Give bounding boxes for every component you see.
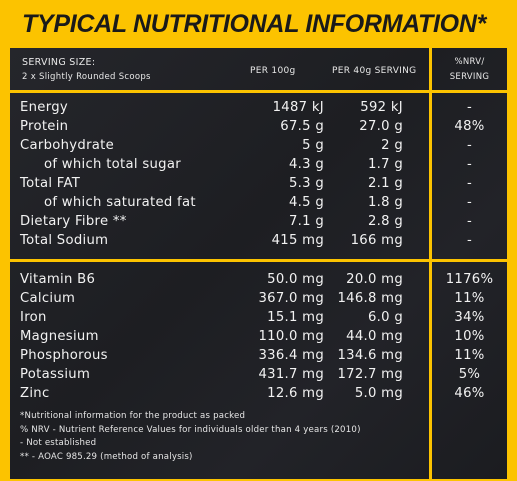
nutrient-name: Vitamin B6 [20,272,96,287]
nrv-value: - [466,214,473,229]
nrv-value: 46% [454,386,485,401]
per-100g-header: PER 100g [250,66,296,76]
nrv-value: 11% [454,348,485,363]
per-serving-value: 6.0 g [367,310,403,325]
per-100g-value: 50.0 mg [267,272,324,287]
nutrition-table: SERVING SIZE: 2 x Slightly Rounded Scoop… [10,48,507,479]
footnote-line: % NRV - Nutrient Reference Values for in… [20,424,361,435]
table-row: Phosphorous 336.4 mg 134.6 mg 11% [10,346,507,365]
per-serving-value: 146.8 mg [337,291,403,306]
nutrient-name: Zinc [20,386,50,401]
per-100g-value: 15.1 mg [267,310,324,325]
nrv-value: - [466,195,473,210]
per-100g-value: 367.0 mg [258,291,324,306]
table-row: Vitamin B6 50.0 mg 20.0 mg 1176% [10,270,507,289]
table-row: of which saturated fat 4.5 g 1.8 g - [10,193,507,212]
table-row: Zinc 12.6 mg 5.0 mg 46% [10,384,507,403]
per-serving-value: 2.1 g [367,176,403,191]
per-serving-value: 1.8 g [367,195,403,210]
per-100g-value: 336.4 mg [258,348,324,363]
nrv-value: - [466,233,473,248]
nutrient-name: Magnesium [20,329,99,344]
nutrient-name: Energy [20,100,68,115]
nutrient-name: Potassium [20,367,91,382]
nutrient-name: Iron [20,310,47,325]
nutrient-name: Total Sodium [20,233,109,248]
per-serving-value: 1.7 g [367,157,403,172]
nutrient-name: Total FAT [20,176,81,191]
per-serving-value: 134.6 mg [337,348,403,363]
serving-size-label: SERVING SIZE: [22,57,96,68]
column-divider [429,48,432,479]
footnote-line: - Not established [20,438,97,448]
per-serving-value: 20.0 mg [346,272,403,287]
nutrient-name: Carbohydrate [20,138,115,153]
per-100g-value: 431.7 mg [258,367,324,382]
nutrient-name: Protein [20,119,69,134]
nrv-value: - [466,157,473,172]
table-row: Protein 67.5 g 27.0 g 48% [10,117,507,136]
per-100g-value: 12.6 mg [267,386,324,401]
header-divider [10,90,507,93]
per-serving-value: 44.0 mg [346,329,403,344]
nutrient-name: Dietary Fibre ** [20,214,127,229]
nrv-value: - [466,176,473,191]
per-serving-value: 166 mg [350,233,403,248]
per-serving-value: 2.8 g [367,214,403,229]
serving-size-value: 2 x Slightly Rounded Scoops [22,72,151,82]
nutrient-name: of which total sugar [44,157,181,172]
table-row: of which total sugar 4.3 g 1.7 g - [10,155,507,174]
footnote-line: *Nutritional information for the product… [20,411,246,421]
table-row: Total FAT 5.3 g 2.1 g - [10,174,507,193]
table-row: Total Sodium 415 mg 166 mg - [10,231,507,250]
panel-title: TYPICAL NUTRITIONAL INFORMATION* [22,10,486,38]
nrv-value: 11% [454,291,485,306]
nrv-header-line2: SERVING [449,72,490,82]
footnote-line: ** - AOAC 985.29 (method of analysis) [20,451,193,462]
nrv-value: 5% [458,367,481,382]
nrv-value: 10% [454,329,485,344]
per-serving-value: 2 g [381,138,403,153]
section-divider [10,259,507,262]
table-row: Calcium 367.0 mg 146.8 mg 11% [10,289,507,308]
table-row: Energy 1487 kJ 592 kJ - [10,98,507,117]
table-row: Dietary Fibre ** 7.1 g 2.8 g - [10,212,507,231]
per-100g-value: 1487 kJ [272,100,324,115]
per-100g-value: 7.1 g [288,214,324,229]
per-100g-value: 67.5 g [280,119,324,134]
per-100g-value: 4.5 g [288,195,324,210]
nrv-value: - [466,138,473,153]
table-row: Potassium 431.7 mg 172.7 mg 5% [10,365,507,384]
nrv-value: - [466,100,473,115]
per-100g-value: 110.0 mg [258,329,324,344]
table-row: Carbohydrate 5 g 2 g - [10,136,507,155]
table-row: Magnesium 110.0 mg 44.0 mg 10% [10,327,507,346]
per-serving-value: 5.0 mg [354,386,403,401]
per-serving-value: 592 kJ [360,100,403,115]
table-row: Iron 15.1 mg 6.0 g 34% [10,308,507,327]
per-100g-value: 4.3 g [288,157,324,172]
per-serving-value: 172.7 mg [337,367,403,382]
nutrient-name: Calcium [20,291,76,306]
per-100g-value: 415 mg [271,233,324,248]
nrv-value: 48% [454,119,485,134]
nrv-value: 34% [454,310,485,325]
per-serving-value: 27.0 g [359,119,403,134]
nutrient-name: Phosphorous [20,348,108,363]
nrv-value: 1176% [445,272,494,287]
nrv-header-line1: %NRV/ [454,57,485,67]
nutrient-name: of which saturated fat [44,195,196,210]
footnotes: *Nutritional information for the product… [20,410,361,464]
per-40g-header: PER 40g SERVING [332,66,417,76]
per-100g-value: 5 g [302,138,324,153]
per-100g-value: 5.3 g [288,176,324,191]
